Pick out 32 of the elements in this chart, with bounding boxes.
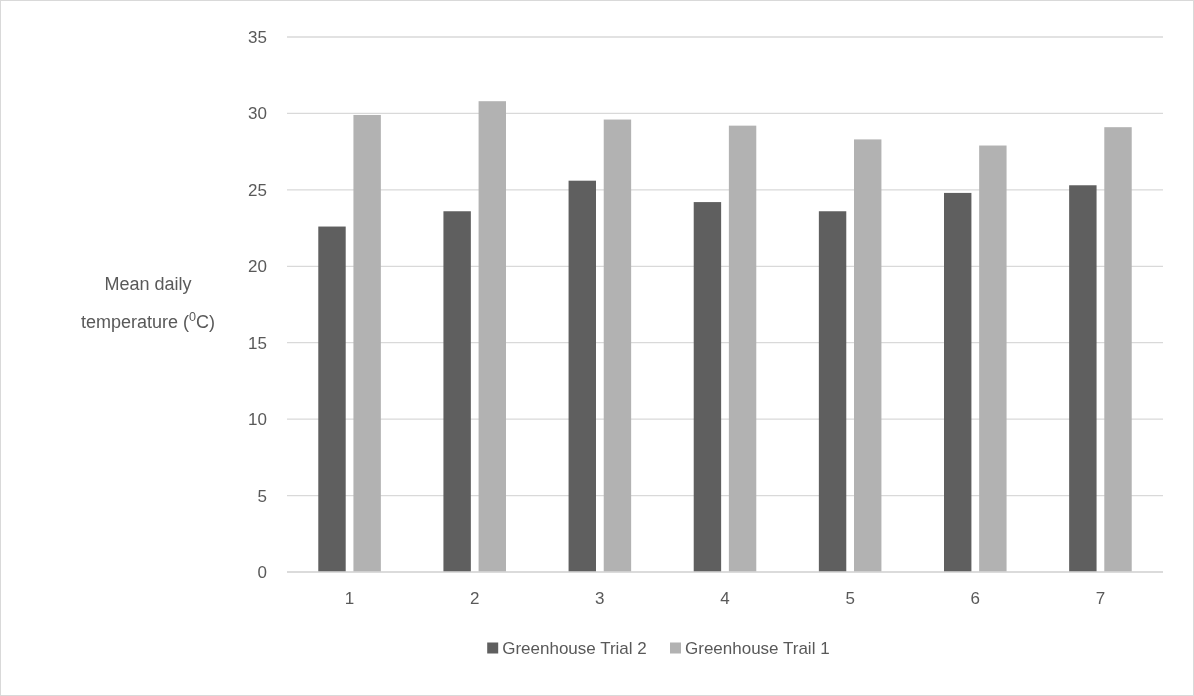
bar bbox=[443, 211, 471, 572]
x-tick-label: 5 bbox=[845, 588, 855, 608]
x-tick-label: 7 bbox=[1095, 588, 1106, 608]
bar bbox=[818, 211, 847, 572]
bar bbox=[693, 202, 722, 572]
legend-label: Greenhouse Trail 1 bbox=[685, 638, 830, 658]
x-tick-label: 1 bbox=[344, 588, 355, 608]
bar bbox=[1104, 127, 1132, 572]
y-axis-title: Mean daily temperature ($^{0}$C) bbox=[80, 274, 216, 332]
bar bbox=[728, 125, 757, 572]
y-tick-label: 5 bbox=[257, 486, 267, 506]
y-tick-label: 35 bbox=[248, 27, 267, 47]
x-tick-label: 6 bbox=[970, 588, 981, 608]
x-tick-label: 2 bbox=[469, 588, 480, 608]
y-tick-label: 20 bbox=[248, 257, 267, 277]
y-tick-label: 25 bbox=[248, 180, 267, 200]
x-tick-label: 4 bbox=[720, 588, 730, 608]
bar bbox=[353, 114, 381, 572]
bar bbox=[1069, 185, 1097, 572]
legend-label: Greenhouse Trial 2 bbox=[502, 638, 647, 658]
y-tick-label: 0 bbox=[257, 562, 267, 582]
bar bbox=[568, 180, 596, 572]
x-tick-label: 3 bbox=[595, 588, 605, 608]
y-tick-label: 30 bbox=[248, 104, 267, 124]
y-tick-label: 15 bbox=[248, 333, 267, 353]
bar bbox=[854, 139, 882, 572]
y-tick-label: 10 bbox=[248, 410, 267, 430]
bar bbox=[603, 119, 632, 572]
bar bbox=[944, 192, 972, 572]
bar bbox=[478, 101, 506, 572]
bar bbox=[979, 145, 1007, 572]
bar bbox=[318, 226, 346, 572]
